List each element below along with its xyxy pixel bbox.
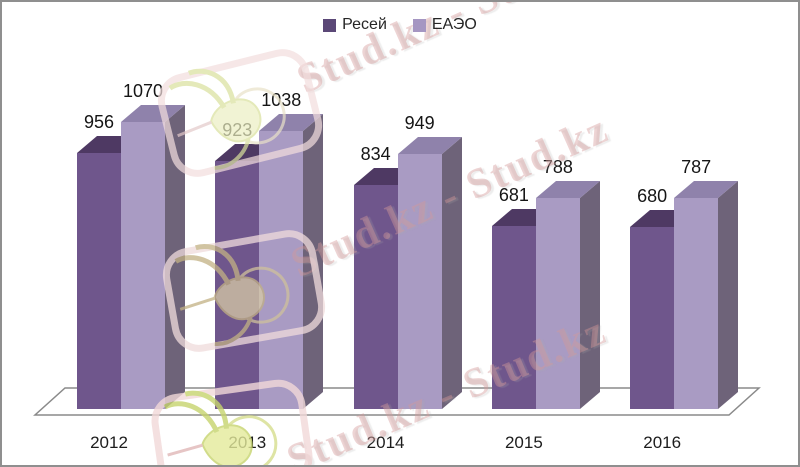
bar-Ресей-2015 — [491, 226, 536, 409]
bar-value-label: 956 — [83, 111, 115, 132]
bar-value-label: 1070 — [122, 81, 164, 101]
bar-value-label: 923 — [222, 120, 253, 141]
bar-value-label: 680 — [637, 185, 668, 206]
bar-side-face — [303, 113, 324, 409]
x-axis-label: 2013 — [228, 433, 267, 452]
x-axis-label: 2016 — [643, 433, 682, 452]
legend-item-eaeo: ЕАЭО — [412, 16, 477, 34]
bar-side-face — [441, 137, 462, 409]
x-axis-label: 2012 — [90, 433, 128, 452]
legend-item-resey: Ресей — [323, 16, 387, 34]
legend: Ресей ЕАЭО — [2, 16, 798, 34]
bar-value-label: 834 — [360, 144, 391, 165]
legend-label-resey: Ресей — [342, 16, 387, 33]
bar-ЕАЭО-2012 — [121, 122, 165, 409]
x-axis-label: 2015 — [504, 433, 543, 452]
bar-Ресей-2016 — [630, 226, 675, 409]
bar-Ресей-2013 — [215, 161, 260, 409]
legend-label-eaeo: ЕАЭО — [431, 16, 477, 33]
bar-value-label: 1038 — [261, 89, 302, 110]
x-axis-label: 2014 — [366, 433, 405, 452]
bar-side-face — [165, 105, 185, 409]
bar-value-label: 788 — [542, 156, 573, 177]
bar-ЕАЭО-2013 — [259, 130, 304, 409]
bar-ЕАЭО-2016 — [674, 197, 719, 409]
bar-side-face — [718, 180, 739, 409]
legend-swatch-resey — [323, 18, 337, 32]
bar-value-label: 681 — [498, 185, 529, 206]
bar-ЕАЭО-2014 — [397, 154, 442, 409]
bar-side-face — [579, 180, 600, 409]
bar-value-label: 949 — [404, 113, 435, 134]
bar-ЕАЭО-2015 — [535, 197, 580, 409]
bar-value-label: 787 — [681, 156, 712, 177]
bar-Ресей-2012 — [77, 152, 121, 409]
bar-Ресей-2014 — [353, 185, 398, 409]
legend-swatch-eaeo — [412, 18, 426, 32]
